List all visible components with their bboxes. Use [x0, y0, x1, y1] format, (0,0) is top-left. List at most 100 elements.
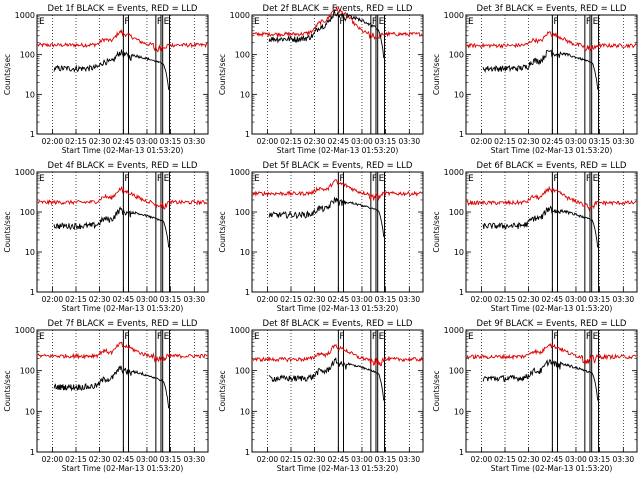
interval-marker-label: E [164, 17, 170, 27]
x-tick-label: 02:15 [494, 295, 516, 304]
interval-marker-label: E [593, 17, 599, 27]
y-tick-label: 1000 [230, 168, 250, 177]
interval-marker-label: F [157, 17, 162, 27]
y-tick-label: 100 [449, 367, 464, 376]
x-tick-label: 03:30 [613, 295, 635, 304]
interval-marker-label: E [379, 174, 385, 184]
panel-det-2: Det 2f BLACK = Events, RED = LLD 1 10 100 10… [218, 4, 424, 155]
y-tick-label: 10 [25, 90, 35, 99]
interval-marker-label: E [254, 332, 260, 342]
series-lld-line [252, 344, 423, 367]
series-lld-line [37, 341, 208, 363]
series-lld-line [466, 342, 637, 365]
series-lld-line [466, 31, 637, 52]
x-tick-label: 02:45 [113, 295, 135, 304]
series-events-line [53, 49, 170, 90]
x-tick-label: 03:00 [351, 137, 373, 146]
panel-title: Det 5f BLACK = Events, RED = LLD [263, 161, 413, 171]
y-tick-label: 10 [240, 407, 250, 416]
y-tick-label: 100 [20, 367, 35, 376]
y-axis-label: Counts/sec [3, 370, 12, 411]
x-tick-label: 03:30 [399, 295, 421, 304]
x-tick-label: 02:30 [89, 455, 111, 464]
x-tick-label: 03:30 [184, 295, 206, 304]
x-tick-label: 02:00 [257, 455, 279, 464]
x-tick-label: 03:15 [160, 137, 182, 146]
y-tick-label: 100 [235, 208, 250, 217]
plot-frame [36, 14, 209, 135]
interval-marker-label: E [39, 332, 45, 342]
plot-frame [465, 329, 638, 453]
x-tick-label: 02:45 [113, 137, 135, 146]
x-axis-label: Start Time (02-Mar-13 01:53:20) [491, 146, 613, 155]
plot-frame [251, 329, 424, 453]
y-tick-label: 1000 [15, 326, 35, 335]
interval-marker-label: E [254, 17, 260, 27]
y-tick-label: 1 [245, 288, 250, 297]
y-axis-label: Counts/sec [432, 370, 441, 411]
x-tick-label: 03:15 [589, 455, 611, 464]
panel-title: Det 9f BLACK = Events, RED = LLD [477, 319, 627, 329]
x-tick-label: 02:45 [328, 137, 350, 146]
x-tick-label: 02:15 [280, 455, 302, 464]
y-tick-label: 10 [240, 90, 250, 99]
series-lld-line [252, 5, 423, 40]
x-tick-label: 02:00 [42, 295, 64, 304]
panel-title: Det 6f BLACK = Events, RED = LLD [477, 161, 627, 171]
x-tick-label: 02:30 [518, 295, 540, 304]
y-tick-label: 100 [449, 51, 464, 60]
interval-marker-label: E [593, 332, 599, 342]
y-tick-label: 1000 [444, 326, 464, 335]
x-tick-label: 02:45 [328, 455, 350, 464]
series-events-line [268, 356, 385, 401]
y-tick-label: 1000 [444, 11, 464, 20]
interval-marker-label: F [372, 332, 377, 342]
y-tick-label: 1 [459, 130, 464, 139]
panel-title: Det 1f BLACK = Events, RED = LLD [48, 4, 198, 14]
x-tick-label: 03:30 [184, 137, 206, 146]
x-tick-label: 02:00 [257, 295, 279, 304]
x-tick-label: 02:15 [65, 455, 87, 464]
y-axis-label: Counts/sec [3, 54, 12, 95]
panel-det-5: Det 5f BLACK = Events, RED = LLD 1 10 100 10… [218, 161, 424, 313]
x-tick-label: 03:30 [399, 137, 421, 146]
interval-marker-label: F [553, 332, 558, 342]
panel-title: Det 7f BLACK = Events, RED = LLD [48, 319, 198, 329]
interval-marker-label: E [379, 17, 385, 27]
x-tick-label: 02:45 [542, 295, 564, 304]
x-tick-label: 03:00 [351, 295, 373, 304]
x-tick-label: 03:15 [160, 455, 182, 464]
interval-marker-label: E [164, 332, 170, 342]
x-tick-label: 03:00 [351, 455, 373, 464]
x-axis-label: Start Time (02-Mar-13 01:53:20) [277, 146, 399, 155]
plot-frame [36, 329, 209, 453]
x-tick-label: 02:45 [328, 295, 350, 304]
x-tick-label: 03:00 [565, 455, 587, 464]
x-tick-label: 02:15 [65, 295, 87, 304]
panel-title: Det 8f BLACK = Events, RED = LLD [263, 319, 413, 329]
x-tick-label: 02:00 [471, 295, 493, 304]
y-axis-label: Counts/sec [432, 211, 441, 252]
x-tick-label: 02:15 [494, 455, 516, 464]
y-tick-label: 1 [30, 448, 35, 457]
x-tick-label: 02:00 [257, 137, 279, 146]
x-axis-label: Start Time (02-Mar-13 01:53:20) [277, 304, 399, 313]
x-tick-label: 02:30 [89, 295, 111, 304]
interval-marker-label: F [124, 174, 129, 184]
x-tick-label: 03:15 [375, 137, 397, 146]
x-axis-label: Start Time (02-Mar-13 01:53:20) [62, 464, 184, 473]
y-axis-label: Counts/sec [218, 211, 227, 252]
interval-marker-label: E [164, 174, 170, 184]
x-tick-label: 02:15 [65, 137, 87, 146]
series-lld-line [466, 185, 637, 212]
y-axis-label: Counts/sec [3, 211, 12, 252]
y-tick-label: 100 [20, 208, 35, 217]
interval-marker-label: F [586, 17, 591, 27]
x-tick-label: 03:00 [136, 295, 158, 304]
x-tick-label: 02:00 [42, 455, 64, 464]
interval-marker-label: F [372, 174, 377, 184]
series-lld-line [252, 179, 423, 201]
x-tick-label: 02:30 [518, 137, 540, 146]
x-tick-label: 02:15 [280, 137, 302, 146]
series-lld-line [37, 28, 208, 53]
